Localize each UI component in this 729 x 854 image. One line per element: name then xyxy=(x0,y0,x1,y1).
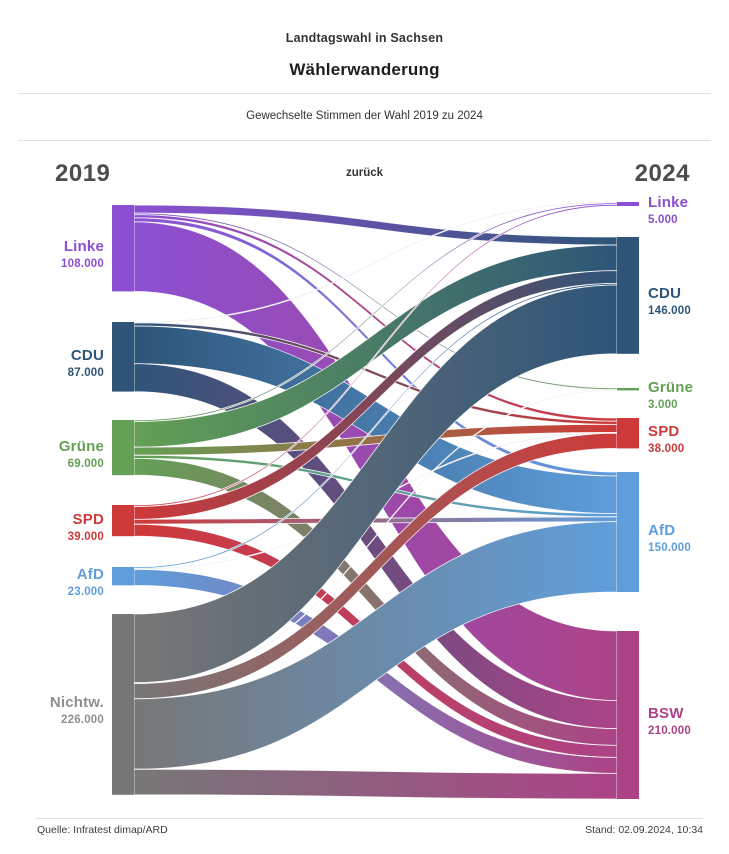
header-divider xyxy=(18,93,711,94)
subtitle-divider xyxy=(18,140,711,141)
node-2019-AfD[interactable] xyxy=(112,567,134,586)
year-left-heading: 2019 xyxy=(55,160,111,187)
node-2019-SPD[interactable] xyxy=(112,505,134,537)
stand-timestamp: Stand: 02.09.2024, 10:34 xyxy=(585,824,703,836)
node-2019-Gruene[interactable] xyxy=(112,420,134,476)
flow-ribbon-Nichtw-to-BSW xyxy=(133,768,618,800)
node-2024-BSW[interactable] xyxy=(617,631,639,799)
year-right-heading: 2024 xyxy=(634,160,690,187)
node-2019-Nichtw[interactable] xyxy=(112,614,134,795)
node-2024-AfD[interactable] xyxy=(617,472,639,592)
node-2024-CDU[interactable] xyxy=(617,237,639,354)
node-2019-Linke[interactable] xyxy=(112,205,134,292)
node-2024-Linke[interactable] xyxy=(617,202,639,206)
node-2024-Gruene[interactable] xyxy=(617,388,639,391)
subtitle: Gewechselte Stimmen der Wahl 2019 zu 202… xyxy=(246,110,483,122)
node-2019-CDU[interactable] xyxy=(112,322,134,392)
source-credit: Quelle: Infratest dimap/ARD xyxy=(37,824,168,836)
node-2024-SPD[interactable] xyxy=(617,418,639,449)
page-title: Wählerwanderung xyxy=(289,60,440,79)
back-button[interactable]: zurück xyxy=(340,165,389,181)
footer-divider xyxy=(36,818,703,819)
supertitle: Landtagswahl in Sachsen xyxy=(285,31,444,45)
